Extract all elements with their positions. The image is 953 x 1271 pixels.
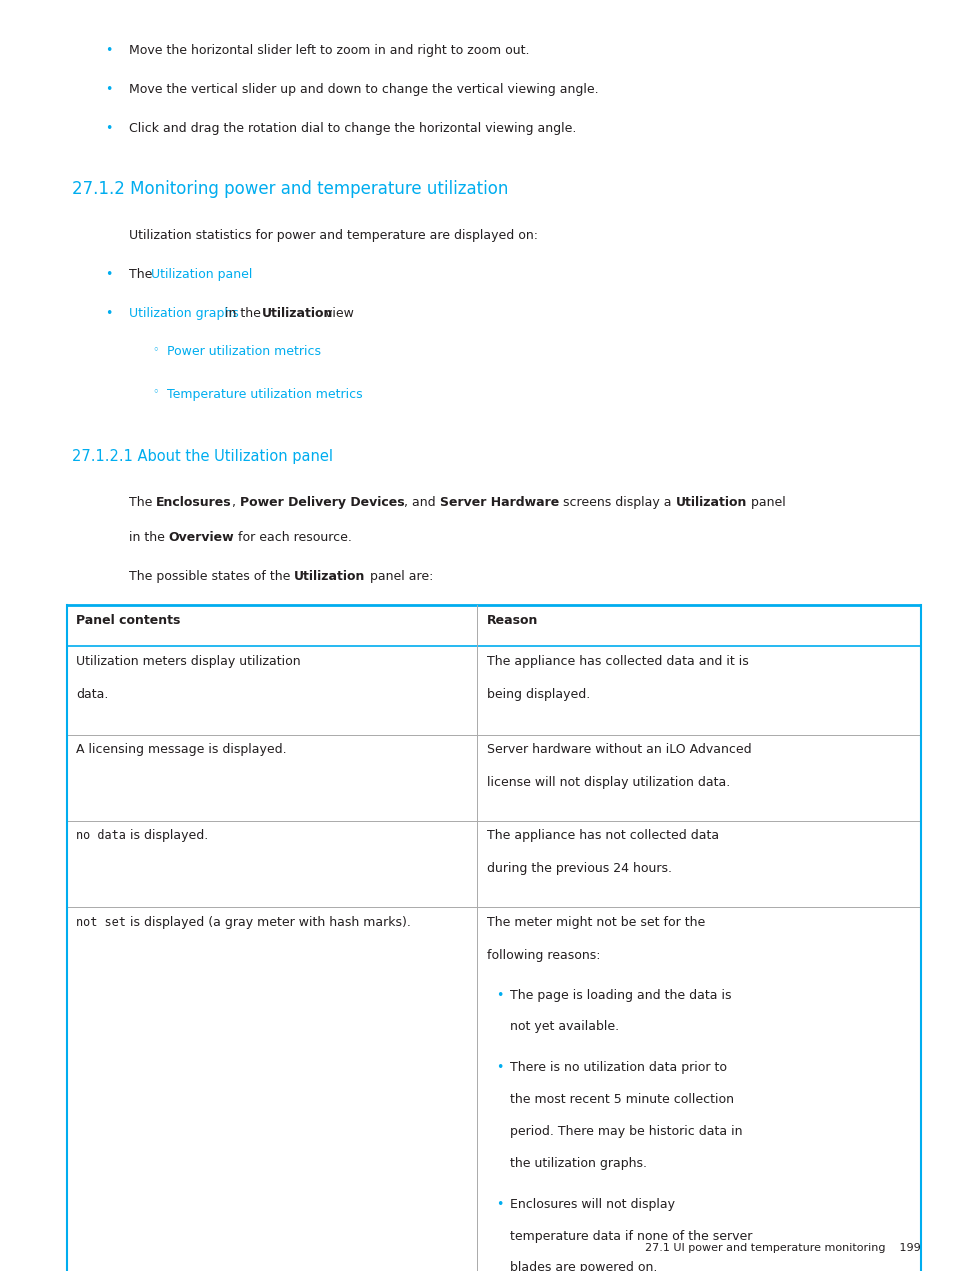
Text: 27.1.2.1 About the Utilization panel: 27.1.2.1 About the Utilization panel bbox=[71, 449, 333, 464]
Text: The: The bbox=[129, 496, 156, 508]
Text: Panel contents: Panel contents bbox=[76, 614, 180, 627]
Text: not set: not set bbox=[76, 915, 126, 929]
Text: license will not display utilization data.: license will not display utilization dat… bbox=[486, 777, 729, 789]
Text: There is no utilization data prior to: There is no utilization data prior to bbox=[510, 1061, 726, 1074]
Text: Move the vertical slider up and down to change the vertical viewing angle.: Move the vertical slider up and down to … bbox=[129, 84, 598, 97]
Text: •: • bbox=[105, 44, 112, 57]
Text: is displayed (a gray meter with hash marks).: is displayed (a gray meter with hash mar… bbox=[126, 915, 411, 929]
Text: ,: , bbox=[232, 496, 239, 508]
Text: Temperature utilization metrics: Temperature utilization metrics bbox=[167, 388, 362, 400]
Text: temperature data if none of the server: temperature data if none of the server bbox=[510, 1229, 752, 1243]
Text: Utilization: Utilization bbox=[262, 306, 334, 320]
Text: , and: , and bbox=[404, 496, 439, 508]
Text: Server Hardware: Server Hardware bbox=[439, 496, 558, 508]
Text: Enclosures will not display: Enclosures will not display bbox=[510, 1197, 675, 1211]
Text: Utilization meters display utilization: Utilization meters display utilization bbox=[76, 655, 300, 669]
Text: Power utilization metrics: Power utilization metrics bbox=[167, 346, 320, 358]
Text: no data: no data bbox=[76, 830, 126, 843]
Text: Power Delivery Devices: Power Delivery Devices bbox=[239, 496, 404, 508]
Text: the most recent 5 minute collection: the most recent 5 minute collection bbox=[510, 1093, 734, 1106]
Text: data.: data. bbox=[76, 688, 109, 702]
Text: •: • bbox=[496, 1197, 503, 1211]
Text: panel are:: panel are: bbox=[365, 569, 433, 583]
Text: is displayed.: is displayed. bbox=[126, 830, 208, 843]
Text: being displayed.: being displayed. bbox=[486, 688, 589, 702]
Text: screens display a: screens display a bbox=[558, 496, 675, 508]
Text: •: • bbox=[105, 268, 112, 281]
Text: Overview: Overview bbox=[169, 531, 234, 544]
Text: 27.1.2 Monitoring power and temperature utilization: 27.1.2 Monitoring power and temperature … bbox=[71, 179, 507, 198]
Text: ◦: ◦ bbox=[152, 388, 159, 398]
Text: Move the horizontal slider left to zoom in and right to zoom out.: Move the horizontal slider left to zoom … bbox=[129, 44, 529, 57]
Text: •: • bbox=[105, 122, 112, 135]
Text: following reasons:: following reasons: bbox=[486, 948, 599, 962]
Text: in the: in the bbox=[129, 531, 169, 544]
Text: The possible states of the: The possible states of the bbox=[129, 569, 294, 583]
Text: •: • bbox=[496, 989, 503, 1002]
Text: •: • bbox=[496, 1061, 503, 1074]
Text: panel: panel bbox=[746, 496, 785, 508]
Text: not yet available.: not yet available. bbox=[510, 1021, 618, 1033]
Text: Server hardware without an iLO Advanced: Server hardware without an iLO Advanced bbox=[486, 744, 750, 756]
Text: Utilization statistics for power and temperature are displayed on:: Utilization statistics for power and tem… bbox=[129, 229, 537, 241]
Text: period. There may be historic data in: period. There may be historic data in bbox=[510, 1125, 742, 1138]
Text: Utilization: Utilization bbox=[675, 496, 746, 508]
Text: A licensing message is displayed.: A licensing message is displayed. bbox=[76, 744, 287, 756]
Text: Enclosures: Enclosures bbox=[156, 496, 232, 508]
Text: Utilization: Utilization bbox=[294, 569, 365, 583]
Text: •: • bbox=[105, 306, 112, 320]
Text: ◦: ◦ bbox=[152, 346, 159, 356]
Text: during the previous 24 hours.: during the previous 24 hours. bbox=[486, 862, 671, 876]
Text: Utilization graphs: Utilization graphs bbox=[129, 306, 238, 320]
Text: in the: in the bbox=[221, 306, 265, 320]
Text: the utilization graphs.: the utilization graphs. bbox=[510, 1157, 647, 1169]
Text: Click and drag the rotation dial to change the horizontal viewing angle.: Click and drag the rotation dial to chan… bbox=[129, 122, 576, 135]
Text: The meter might not be set for the: The meter might not be set for the bbox=[486, 915, 704, 929]
Text: The appliance has collected data and it is: The appliance has collected data and it … bbox=[486, 655, 747, 669]
Text: The page is loading and the data is: The page is loading and the data is bbox=[510, 989, 731, 1002]
Text: Reason: Reason bbox=[486, 614, 537, 627]
Text: blades are powered on.: blades are powered on. bbox=[510, 1261, 657, 1271]
Text: •: • bbox=[105, 84, 112, 97]
Text: The appliance has not collected data: The appliance has not collected data bbox=[486, 830, 718, 843]
Text: The: The bbox=[129, 268, 156, 281]
Text: Utilization panel: Utilization panel bbox=[151, 268, 252, 281]
Text: view: view bbox=[320, 306, 353, 320]
Text: for each resource.: for each resource. bbox=[234, 531, 352, 544]
Text: 27.1 UI power and temperature monitoring    199: 27.1 UI power and temperature monitoring… bbox=[644, 1243, 920, 1253]
